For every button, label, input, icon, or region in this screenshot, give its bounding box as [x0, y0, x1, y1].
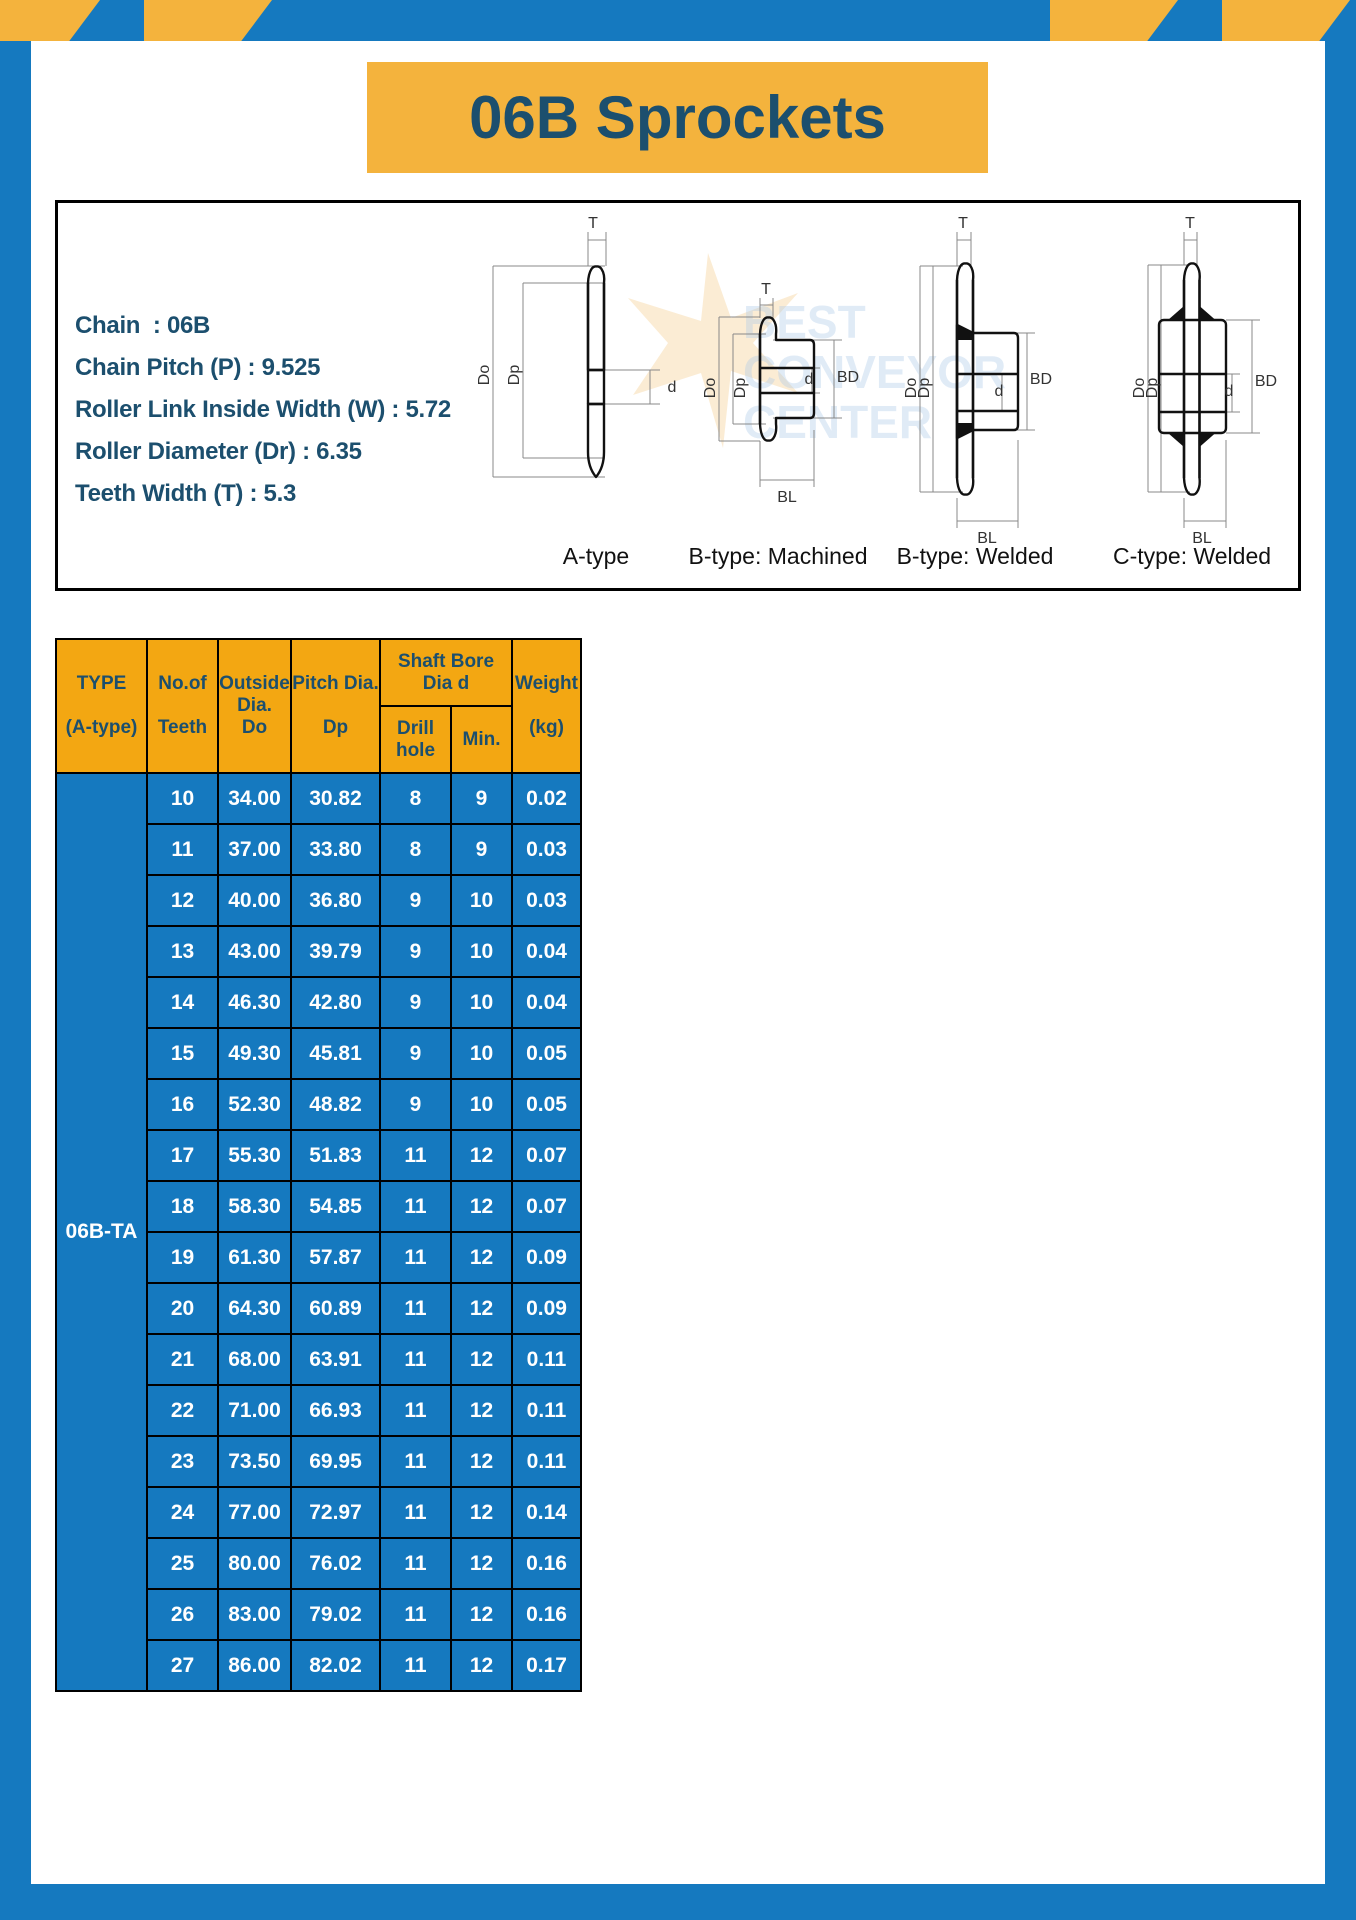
svg-text:d: d [995, 383, 1004, 400]
svg-text:d: d [1225, 383, 1234, 400]
svg-text:d: d [668, 379, 677, 396]
svg-text:Dp: Dp [506, 365, 523, 386]
svg-text:BD: BD [837, 369, 859, 386]
svg-text:d: d [805, 371, 814, 388]
svg-text:T: T [1185, 215, 1195, 232]
svg-text:Dp: Dp [1144, 378, 1161, 399]
svg-text:T: T [588, 215, 598, 232]
svg-text:BL: BL [777, 489, 797, 506]
svg-text:Do: Do [702, 378, 719, 399]
svg-text:C-type: Welded: C-type: Welded [1113, 543, 1271, 569]
svg-text:B-type: Welded: B-type: Welded [897, 543, 1054, 569]
svg-text:B-type: Machined: B-type: Machined [689, 543, 868, 569]
svg-text:BD: BD [1255, 373, 1277, 390]
svg-text:Do: Do [476, 365, 493, 386]
svg-text:T: T [761, 281, 771, 298]
svg-text:BD: BD [1030, 371, 1052, 388]
svg-text:Dp: Dp [916, 378, 933, 399]
svg-text:Dp: Dp [732, 378, 749, 399]
svg-text:T: T [958, 215, 968, 232]
svg-text:A-type: A-type [563, 543, 629, 569]
